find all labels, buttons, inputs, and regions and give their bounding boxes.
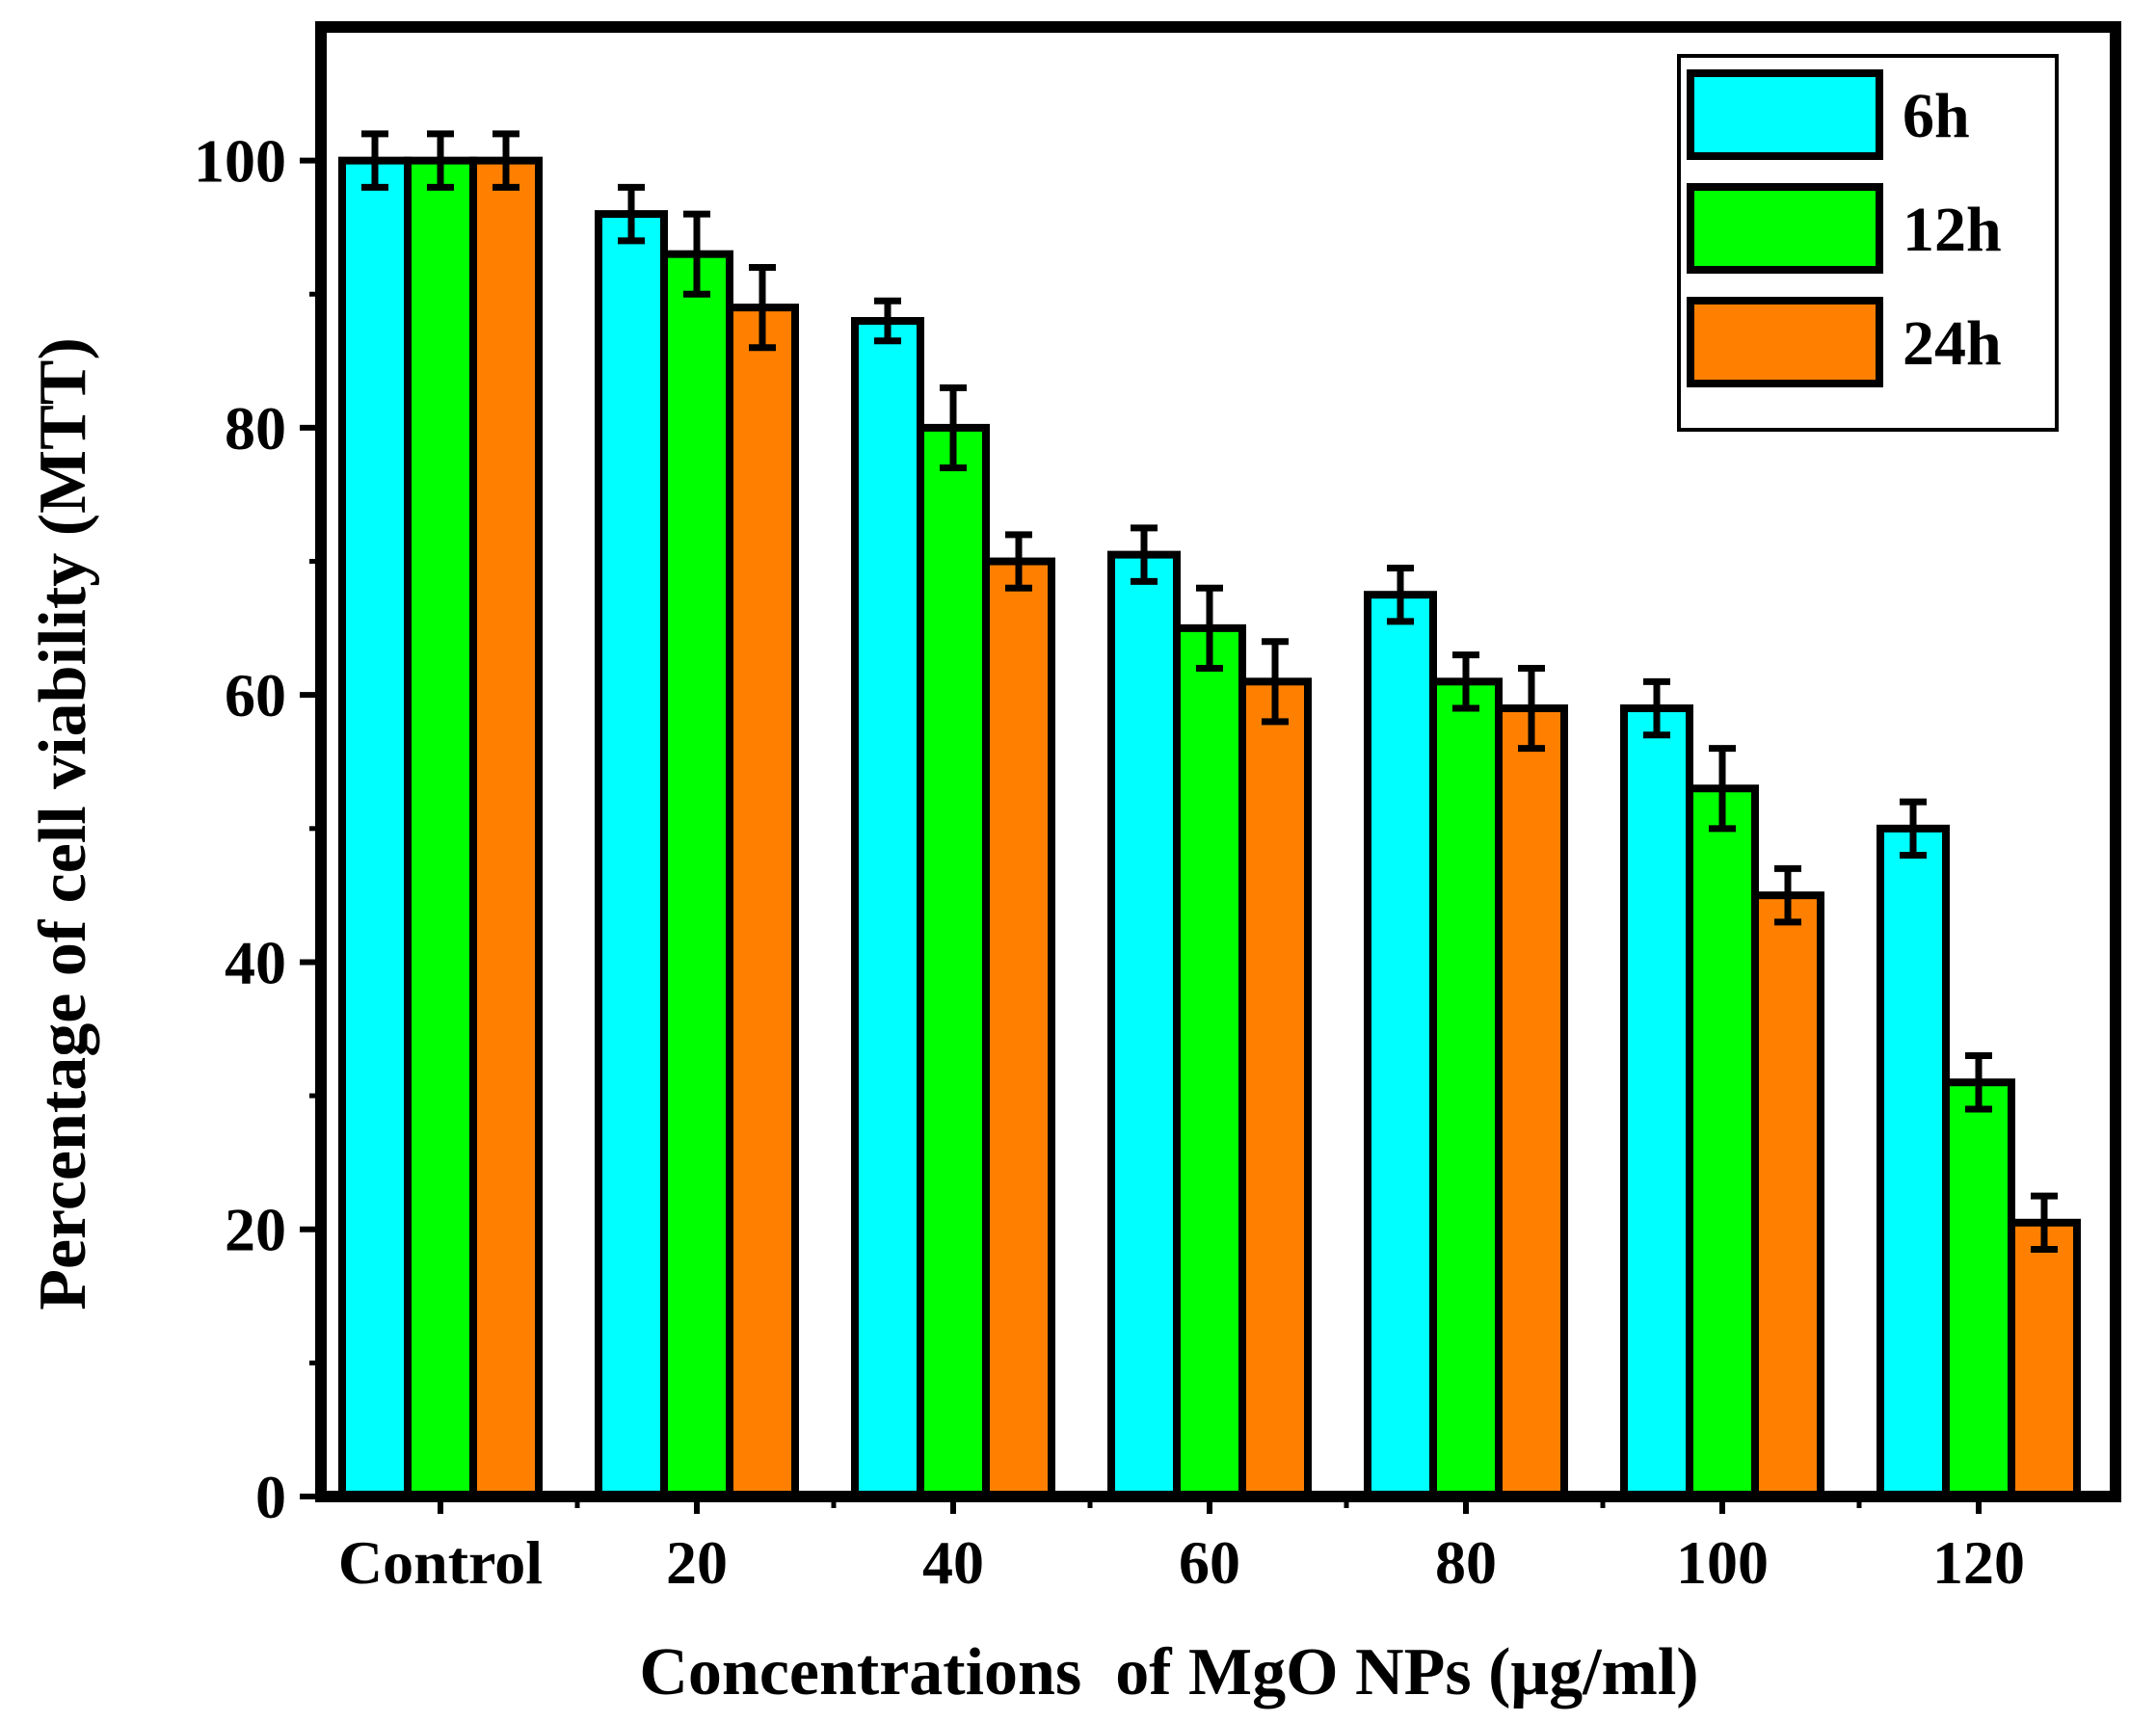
legend-swatch-24h bbox=[1687, 297, 1883, 387]
bar-24h-60 bbox=[1238, 677, 1312, 1500]
y-axis-title: Percentage of cell viability (MTT) bbox=[26, 337, 100, 1311]
bar-6h-40 bbox=[851, 317, 924, 1500]
x-tick-label-40: 40 bbox=[922, 1528, 984, 1597]
x-tick-label-Control: Control bbox=[338, 1528, 543, 1597]
x-tick-label-20: 20 bbox=[666, 1528, 728, 1597]
x-axis: Control 20 40 60 80 100 120 bbox=[338, 1497, 2025, 1597]
bar-12h-60 bbox=[1173, 623, 1246, 1500]
y-tick-label-20: 20 bbox=[225, 1196, 286, 1264]
bar-24h-120 bbox=[2008, 1218, 2081, 1500]
y-tick-label-100: 100 bbox=[194, 127, 286, 196]
plot-frame bbox=[315, 21, 2121, 1502]
legend: 6h 12h 24h bbox=[1677, 54, 2059, 432]
bar-24h-100 bbox=[1751, 891, 1824, 1500]
bar-12h-40 bbox=[917, 423, 990, 1501]
y-tick-label-40: 40 bbox=[225, 928, 286, 996]
y-axis: 0 20 40 60 80 100 bbox=[194, 127, 321, 1531]
bar-6h-120 bbox=[1877, 824, 1950, 1500]
legend-label-24h: 24h bbox=[1903, 308, 2002, 379]
error-bars-layer bbox=[361, 130, 2058, 1254]
legend-swatch-6h bbox=[1687, 69, 1883, 160]
bar-12h-100 bbox=[1686, 784, 1759, 1500]
y-tick-label-0: 0 bbox=[255, 1463, 286, 1531]
bar-24h-Control bbox=[469, 156, 543, 1501]
y-tick-label-60: 60 bbox=[225, 661, 286, 729]
x-tick-label-120: 120 bbox=[1932, 1528, 2025, 1597]
x-tick-label-60: 60 bbox=[1179, 1528, 1240, 1597]
x-tick-label-80: 80 bbox=[1435, 1528, 1497, 1597]
bar-12h-20 bbox=[660, 250, 733, 1501]
bar-12h-80 bbox=[1429, 677, 1503, 1500]
legend-swatch-12h bbox=[1687, 183, 1883, 274]
legend-label-12h: 12h bbox=[1903, 195, 2002, 265]
bar-6h-100 bbox=[1620, 704, 1693, 1500]
bar-6h-60 bbox=[1107, 550, 1181, 1500]
bars-layer bbox=[338, 156, 2081, 1501]
bar-6h-Control bbox=[338, 156, 412, 1501]
bar-12h-120 bbox=[1942, 1078, 2015, 1501]
legend-label-6h: 6h bbox=[1903, 81, 1970, 151]
x-axis-title: Concentrations of MgO NPs (μg/ml) bbox=[639, 1635, 1698, 1709]
bar-12h-Control bbox=[404, 156, 477, 1501]
bar-6h-20 bbox=[595, 210, 668, 1500]
y-tick-label-80: 80 bbox=[225, 394, 286, 463]
bar-24h-40 bbox=[982, 557, 1055, 1500]
bar-24h-20 bbox=[726, 304, 799, 1500]
x-tick-label-100: 100 bbox=[1676, 1528, 1769, 1597]
bar-24h-80 bbox=[1495, 704, 1568, 1500]
bar-6h-80 bbox=[1364, 591, 1437, 1500]
